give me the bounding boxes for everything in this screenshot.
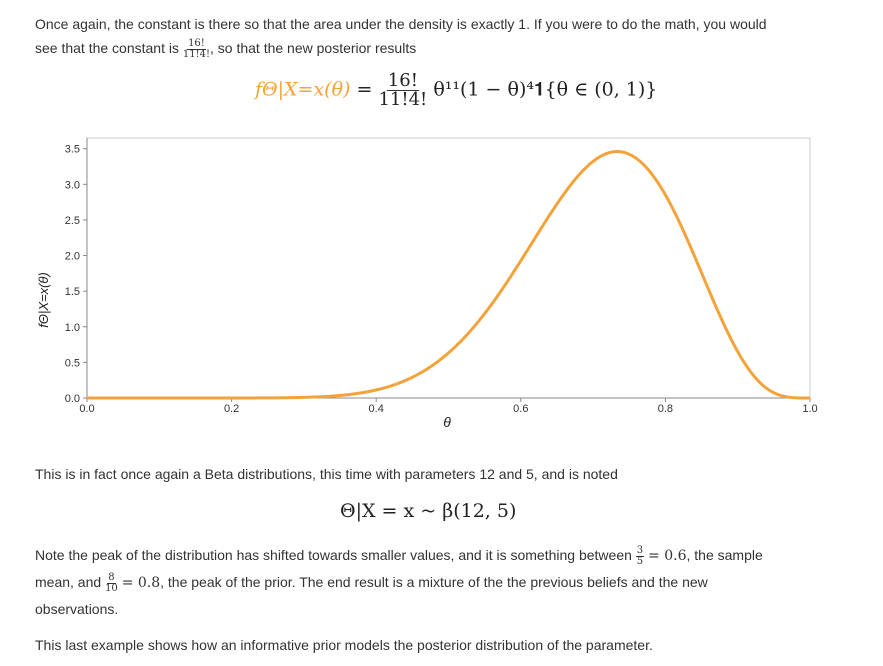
math-span: = 0.6	[648, 548, 687, 564]
fraction-numerator: 8	[107, 571, 116, 584]
paragraph-peak: Note the peak of the distribution has sh…	[35, 542, 855, 622]
text-span: Note the peak of the distribution has sh…	[35, 547, 632, 563]
fraction-numerator: 16!	[187, 37, 206, 50]
paragraph-line: observations.	[35, 601, 119, 617]
paragraph-line: Once again, the constant is there so tha…	[35, 16, 767, 32]
paragraph-line: Note the peak of the distribution has sh…	[35, 542, 855, 569]
y-tick-label: 3.5	[65, 144, 80, 156]
equation-rhs: θ¹¹(1 − θ)⁴𝟏{θ ∈ (0, 1)}	[433, 78, 658, 101]
y-tick-label: 2.0	[65, 251, 80, 263]
x-tick-label: 1.0	[802, 403, 817, 415]
equation-equals: =	[356, 78, 373, 101]
fraction-denominator: 11!4!	[182, 48, 210, 60]
paragraph-constant: Once again, the constant is there so tha…	[35, 12, 855, 60]
beta-notation-equation: Θ|X = x ~ β(12, 5)	[340, 500, 517, 522]
plot-area: 0.0 0.5 1.0 1.5 2.0 2.5 3.0 3.5 0.0 0.2 0.4 0.6 0.8 1…	[65, 137, 818, 415]
equation-fraction: 16! 11!4!	[378, 72, 427, 109]
paragraph-line: mean, and 8 10 = 0.8, the peak of the pr…	[35, 569, 855, 596]
x-tick-label: 0.4	[369, 403, 384, 415]
posterior-density-chart: fΘ|X=x(θ) θ 0.00.51.01.52.02.53.03.50.0 0…	[36, 137, 818, 430]
equation-lhs: fΘ|X=x(θ)	[255, 78, 351, 101]
fraction-denominator: 5	[636, 555, 644, 567]
y-tick-label: 1.0	[65, 322, 80, 334]
x-tick-label: 0.6	[513, 403, 528, 415]
text-span: see that the constant is	[35, 40, 179, 56]
math-span: = 0.8	[121, 575, 161, 591]
y-tick-label: 1.5	[65, 286, 80, 298]
x-tick-label: 0.2	[224, 403, 239, 415]
inline-fraction: 8 10	[105, 571, 118, 594]
x-axis-label: θ	[443, 414, 451, 430]
y-tick-label: 3.0	[65, 179, 80, 191]
paragraph-informative-prior: This last example shows how an informati…	[35, 637, 653, 653]
posterior-equation: fΘ|X=x(θ) = 16! 11!4! θ¹¹(1 − θ)⁴𝟏{θ ∈ (…	[255, 72, 657, 109]
text-span: , the sample	[686, 547, 763, 563]
paragraph-line: see that the constant is 16! 11!4! , so …	[35, 36, 855, 60]
text-span: , so that the new posterior results	[210, 40, 417, 56]
paragraph-beta: This is in fact once again a Beta distri…	[35, 466, 618, 482]
text-span: , the peak of the prior. The end result …	[160, 574, 708, 590]
y-axis-label: fΘ|X=x(θ)	[36, 272, 51, 328]
inline-fraction: 3 5	[635, 544, 645, 567]
y-tick-label: 0.5	[65, 357, 80, 369]
y-tick-label: 2.5	[65, 215, 80, 227]
plot-frame	[86, 137, 811, 399]
fraction-denominator: 11!4!	[378, 89, 428, 110]
fraction-numerator: 3	[635, 544, 645, 557]
series-line	[87, 150, 810, 400]
y-tick-label: 0.0	[65, 393, 80, 405]
x-tick-label: 0.8	[658, 403, 673, 415]
inline-fraction: 16! 11!4!	[182, 37, 210, 60]
x-tick-label: 0.0	[79, 403, 94, 415]
fraction-denominator: 10	[105, 582, 118, 594]
fraction-numerator: 16!	[386, 70, 419, 91]
text-span: mean, and	[35, 574, 102, 590]
